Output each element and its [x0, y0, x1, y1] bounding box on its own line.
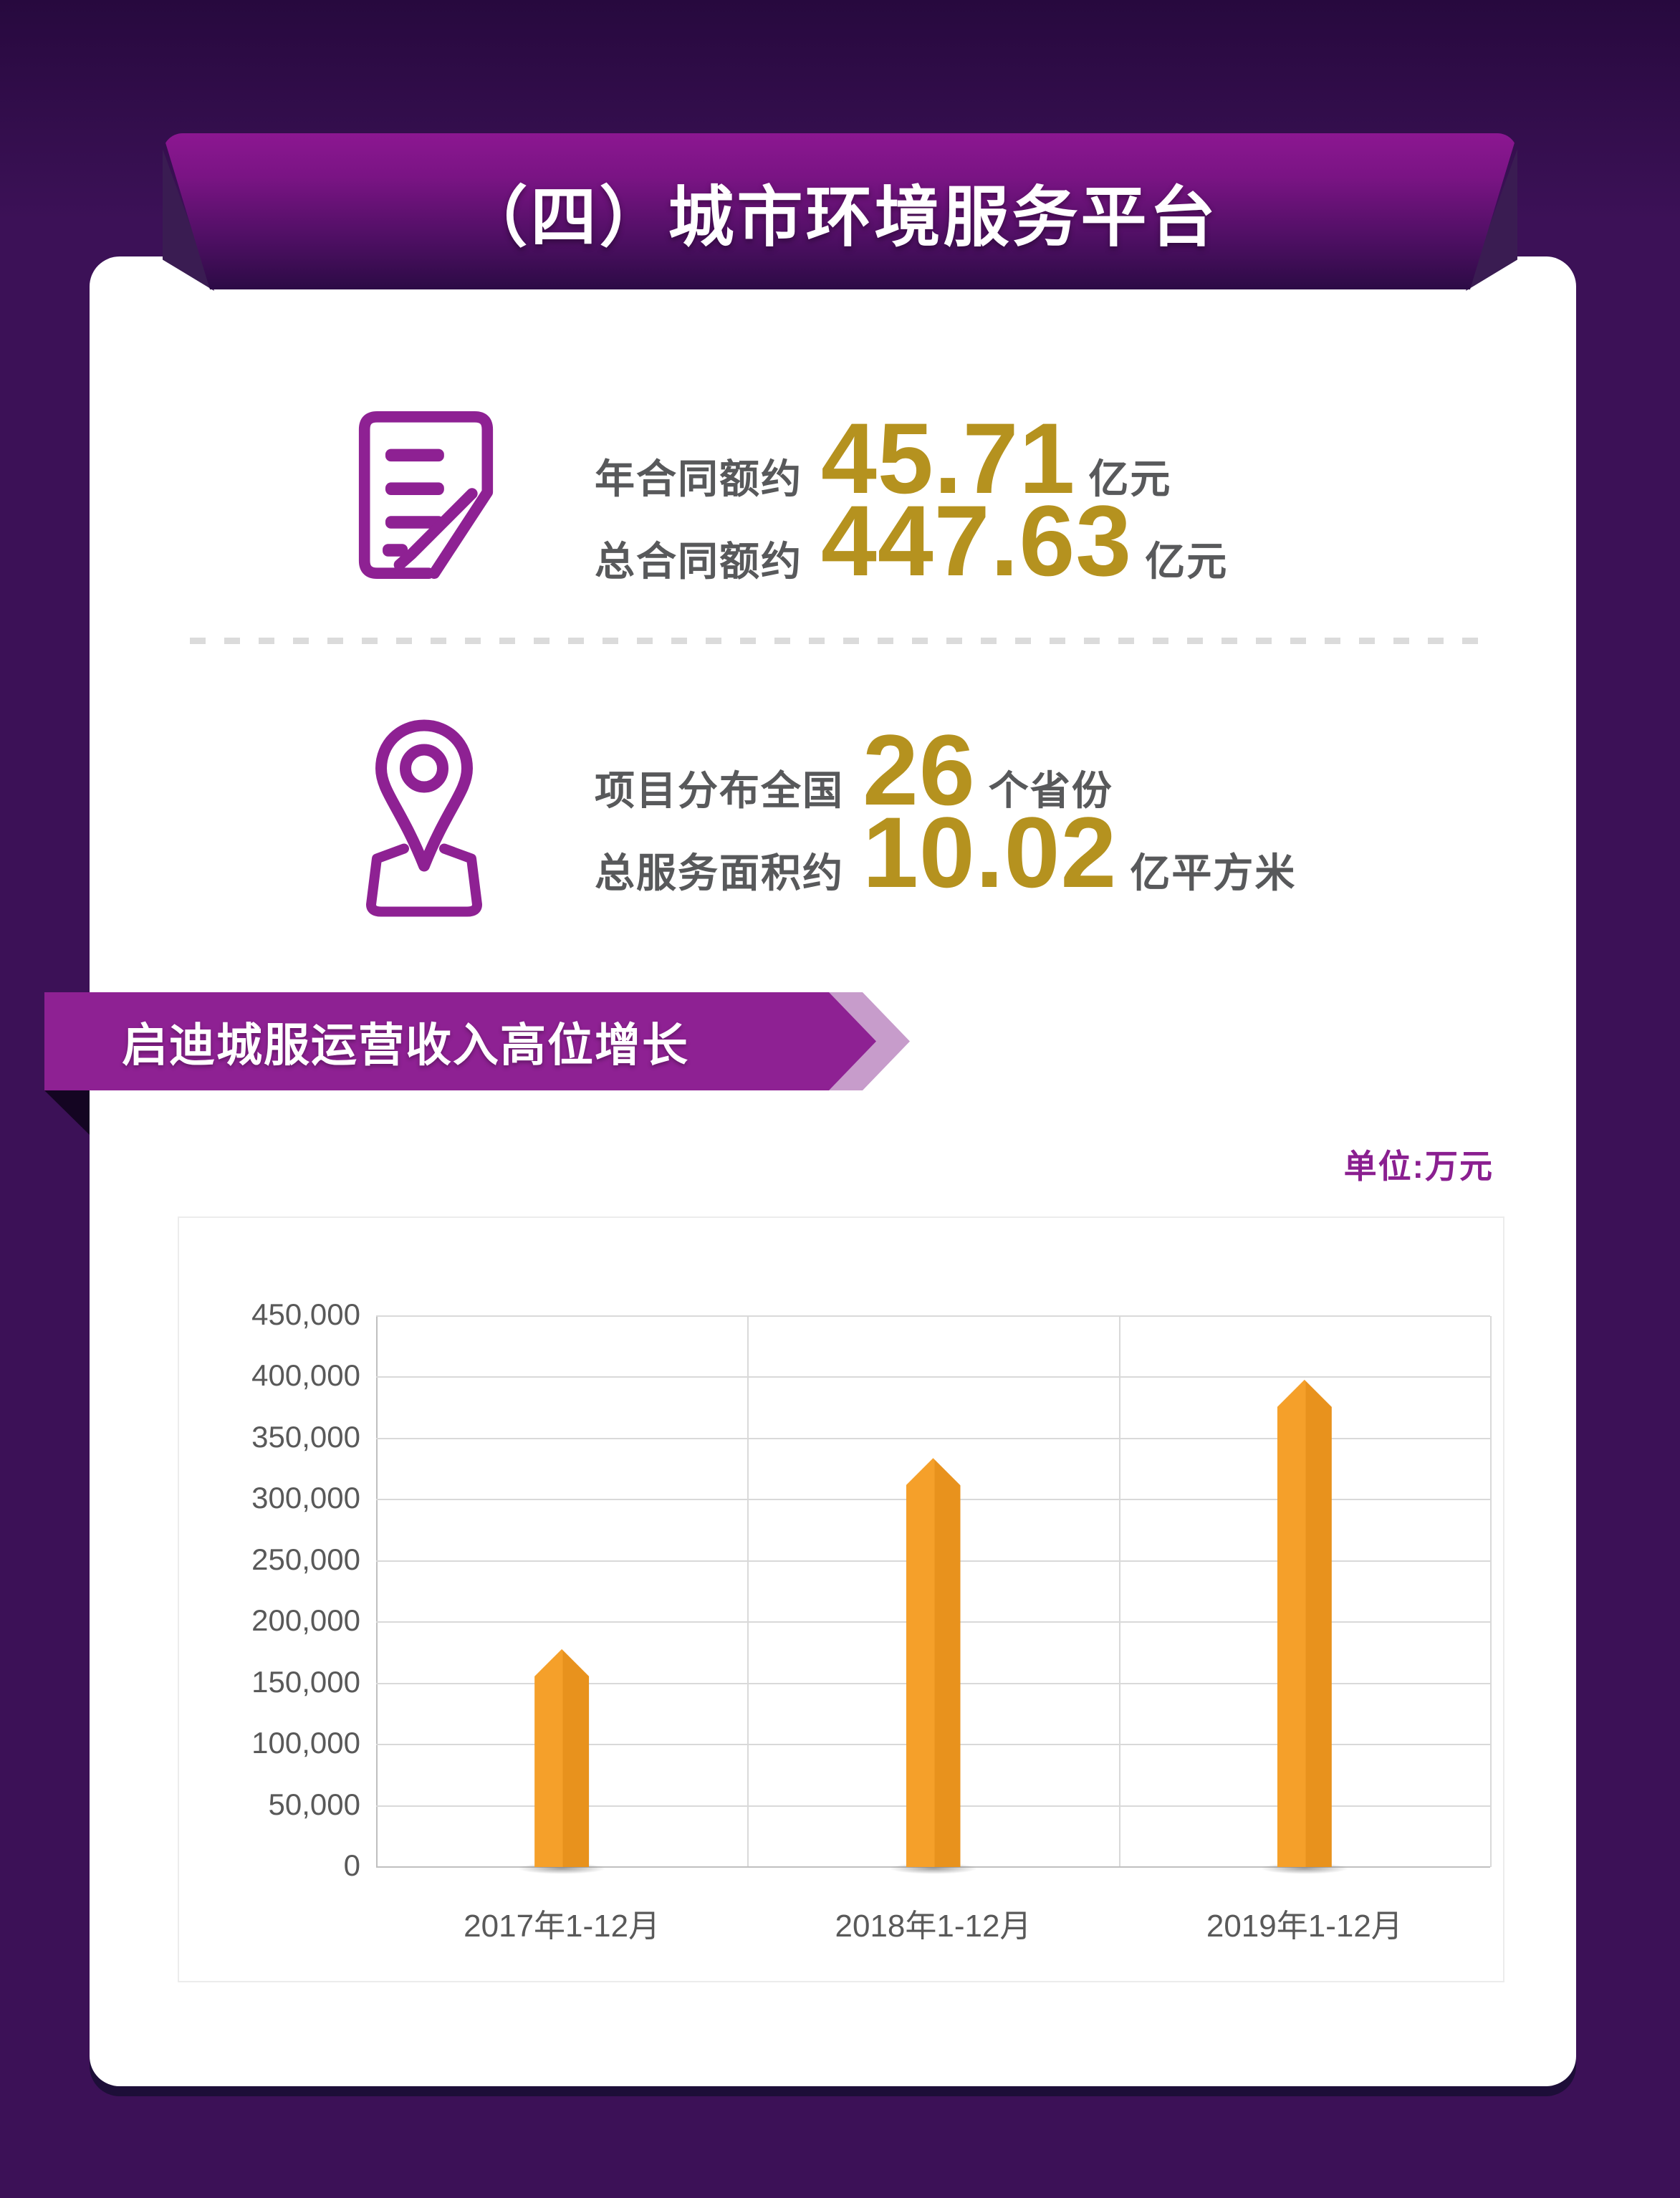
bar-2017年1-12月 [534, 1649, 590, 1867]
bar-2019年1-12月 [1277, 1379, 1332, 1867]
annual-contract-unit: 亿元 [1088, 456, 1172, 501]
section-title: 启迪城服运营收入高位增长 [122, 1019, 689, 1071]
service-area-value: 10.02 [863, 796, 1118, 908]
y-axis-tick-label: 50,000 [268, 1787, 360, 1821]
x-axis-tick-label: 2018年1-12月 [835, 1909, 1032, 1944]
chart-unit-label: 单位:万元 [1343, 1148, 1494, 1185]
map-pin-icon [352, 716, 496, 921]
y-axis-tick-label: 400,000 [251, 1358, 360, 1393]
y-axis-tick-label: 200,000 [251, 1603, 360, 1638]
gridline [376, 1315, 1490, 1317]
total-contract-unit: 亿元 [1145, 539, 1229, 584]
annual-contract-row: 年合同额约 45.71 亿元 [595, 408, 1228, 509]
gridline [376, 1376, 1490, 1378]
province-row: 项目分布全国 26 个省份 [595, 720, 1296, 820]
gridline [376, 1437, 1490, 1439]
y-axis-tick-label: 450,000 [251, 1297, 360, 1331]
province-unit: 个省份 [988, 768, 1113, 813]
category-separator [1490, 1316, 1492, 1867]
total-contract-value: 447.63 [821, 484, 1133, 597]
category-separator [747, 1316, 749, 1867]
total-contract-row: 总合同额约 447.63 亿元 [595, 491, 1228, 591]
service-area-row: 总服务面积约 10.02 亿平方米 [595, 802, 1296, 903]
total-contract-label: 总合同额约 [595, 539, 802, 584]
bar-chart: 0 50,000 100,000 150,000 200,000 250,000 300,0… [178, 1216, 1504, 1982]
coverage-stats: 项目分布全国 26 个省份 总服务面积约 10.02 亿平方米 [595, 720, 1296, 903]
service-area-label: 总服务面积约 [595, 850, 844, 896]
document-pen-icon [356, 408, 496, 580]
province-value: 26 [863, 714, 976, 826]
y-axis-tick-label: 150,000 [251, 1664, 360, 1699]
dashed-divider [190, 638, 1494, 644]
category-separator [1118, 1316, 1120, 1867]
annual-contract-label: 年合同额约 [595, 456, 802, 501]
page-title: （四）城市环境服务平台 [461, 181, 1219, 254]
header-banner [163, 133, 1517, 289]
service-area-unit: 亿平方米 [1130, 850, 1297, 896]
y-axis-line [376, 1316, 378, 1867]
contract-stats: 年合同额约 45.71 亿元 总合同额约 447.63 亿元 [595, 408, 1228, 591]
y-axis-tick-label: 300,000 [251, 1481, 360, 1515]
y-axis-tick-label: 0 [343, 1848, 360, 1882]
province-label: 项目分布全国 [595, 768, 844, 813]
ribbon-fold [44, 1090, 90, 1135]
annual-contract-value: 45.71 [821, 402, 1076, 514]
bar-2018年1-12月 [906, 1458, 961, 1867]
section-ribbon: 启迪城服运营收入高位增长 [44, 992, 876, 1090]
x-axis-tick-label: 2017年1-12月 [464, 1909, 661, 1944]
y-axis-tick-label: 350,000 [251, 1419, 360, 1454]
y-axis-tick-label: 250,000 [251, 1542, 360, 1576]
x-axis-tick-label: 2019年1-12月 [1206, 1909, 1403, 1944]
y-axis-tick-label: 100,000 [251, 1726, 360, 1760]
